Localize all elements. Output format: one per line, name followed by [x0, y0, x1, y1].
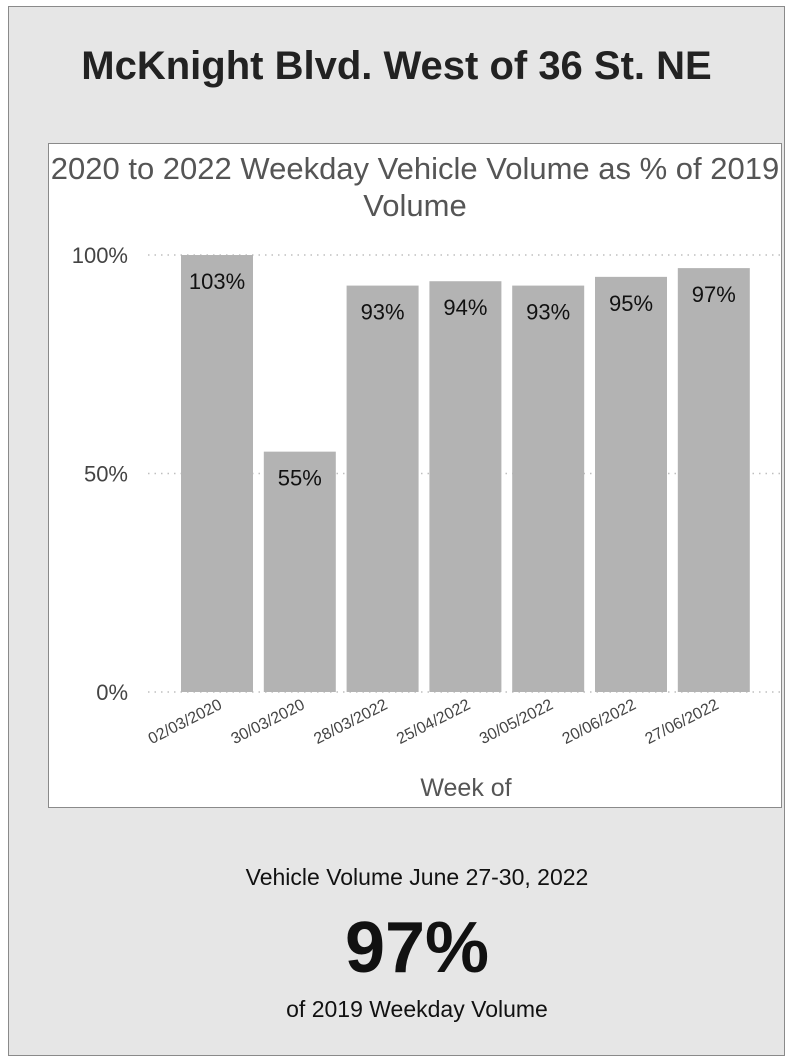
x-tick-label: 27/06/2022: [643, 696, 722, 748]
page-title: McKnight Blvd. West of 36 St. NE: [81, 44, 712, 88]
x-tick-label: 28/03/2022: [311, 696, 390, 748]
data-label: 93%: [526, 300, 570, 325]
summary-value: 97%: [344, 908, 490, 988]
summary-label: Vehicle Volume June 27-30, 2022: [245, 864, 589, 890]
data-label: 97%: [692, 282, 736, 307]
y-tick-label: 50%: [84, 462, 128, 487]
y-tick-label: 0%: [96, 680, 128, 705]
data-label: 95%: [609, 291, 653, 316]
x-tick-label: 25/04/2022: [394, 696, 473, 748]
summary-subtitle: of 2019 Weekday Volume: [286, 996, 548, 1022]
data-label: 94%: [443, 295, 487, 320]
bar: [677, 268, 750, 692]
bar: [512, 285, 585, 692]
bar: [263, 451, 336, 692]
data-label: 103%: [189, 269, 245, 294]
x-axis-title: Week of: [420, 774, 511, 802]
x-tick-label: 30/05/2022: [477, 696, 556, 748]
bar: [346, 285, 419, 692]
x-tick-label: 20/06/2022: [560, 696, 639, 748]
x-tick-label: 30/03/2020: [229, 696, 308, 748]
bar: [181, 255, 253, 692]
x-tick-label: 02/03/2020: [146, 696, 225, 748]
data-label: 93%: [361, 300, 405, 325]
y-tick-label: 100%: [72, 243, 128, 268]
data-label: 55%: [278, 466, 322, 491]
bar: [595, 276, 667, 692]
chart-title: 2020 to 2022 Weekday Vehicle Volume as %…: [50, 151, 780, 223]
bar: [429, 281, 502, 692]
